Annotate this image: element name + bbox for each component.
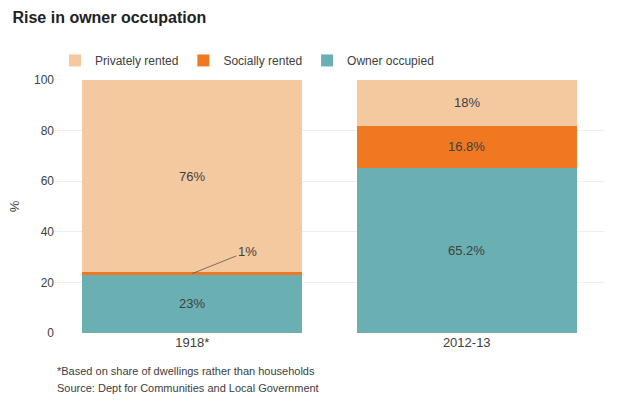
svg-text:Privately rented: Privately rented: [95, 54, 178, 68]
svg-text:Rise in owner occupation: Rise in owner occupation: [12, 9, 206, 26]
svg-text:20: 20: [41, 276, 55, 290]
svg-text:100: 100: [34, 73, 54, 87]
svg-text:Owner occupied: Owner occupied: [347, 54, 434, 68]
svg-text:*Based on share of dwellings r: *Based on share of dwellings rather than…: [57, 365, 315, 377]
svg-text:2012-13: 2012-13: [443, 335, 491, 350]
svg-text:65.2%: 65.2%: [448, 243, 485, 258]
svg-text:16.8%: 16.8%: [448, 139, 485, 154]
svg-text:Socially rented: Socially rented: [223, 54, 302, 68]
svg-text:60: 60: [41, 174, 55, 188]
svg-text:Source: Dept for Communities a: Source: Dept for Communities and Local G…: [57, 382, 319, 394]
svg-text:76%: 76%: [179, 169, 205, 184]
svg-text:18%: 18%: [454, 95, 480, 110]
svg-text:%: %: [7, 200, 22, 212]
svg-text:40: 40: [41, 225, 55, 239]
svg-text:1918*: 1918*: [175, 335, 209, 350]
svg-text:80: 80: [41, 124, 55, 138]
svg-text:23%: 23%: [179, 296, 205, 311]
svg-text:1%: 1%: [238, 244, 257, 259]
svg-text:0: 0: [47, 326, 54, 340]
